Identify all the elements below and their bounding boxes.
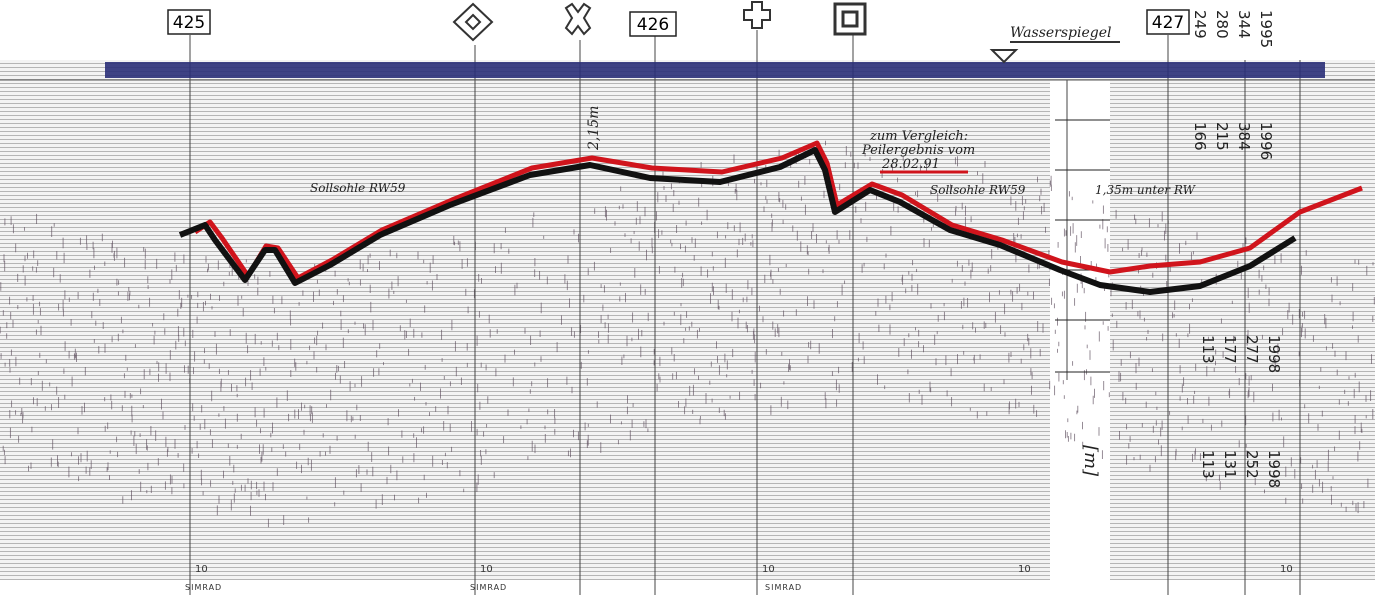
reading-value: 249 bbox=[1191, 10, 1209, 39]
comparison-label: zum Vergleich: bbox=[869, 129, 968, 144]
reading-value: 113 bbox=[1199, 335, 1217, 364]
reading-value: 166 bbox=[1191, 122, 1209, 151]
water-mark bbox=[989, 49, 1019, 64]
readings: 1995344280249199638421516619982771771131… bbox=[1191, 10, 1283, 488]
scale-mark: 10 bbox=[762, 564, 775, 575]
station-label: 426 bbox=[637, 15, 669, 35]
reading-value: 1996 bbox=[1257, 122, 1275, 160]
reading-value: 280 bbox=[1213, 10, 1231, 39]
station-label: 425 bbox=[173, 13, 205, 33]
reading-value: 252 bbox=[1243, 450, 1261, 479]
plus-symbol bbox=[743, 1, 771, 29]
reading-value: 131 bbox=[1221, 450, 1239, 479]
depth-note: 1,35m unter RW bbox=[1095, 183, 1197, 197]
symbols bbox=[452, 1, 1120, 64]
echo-noise bbox=[0, 140, 1375, 528]
scale-strip bbox=[1050, 80, 1110, 580]
square-symbol bbox=[841, 10, 859, 28]
reading-value: 1998 bbox=[1265, 335, 1283, 373]
reading-value: 1998 bbox=[1265, 450, 1283, 488]
recording-paper bbox=[0, 60, 1375, 580]
scale-mark: 10 bbox=[195, 564, 208, 575]
station-label: 427 bbox=[1152, 13, 1184, 33]
reading-value: 177 bbox=[1221, 335, 1239, 364]
footer-label: SIMRAD bbox=[765, 583, 802, 592]
station-box bbox=[1146, 9, 1190, 35]
comparison-profile bbox=[178, 147, 1297, 295]
diamond-symbol bbox=[452, 2, 494, 42]
scale-mark: 10 bbox=[1018, 564, 1031, 575]
station-box bbox=[167, 9, 211, 35]
square-symbol bbox=[833, 2, 867, 36]
footer-label: SIMRAD bbox=[470, 583, 507, 592]
comparison-date: 28.02.91 bbox=[881, 157, 940, 172]
cross-symbol bbox=[564, 2, 592, 36]
scale-marks: 10 10 10 10 10 SIMRAD SIMRAD SIMRAD bbox=[185, 564, 1293, 592]
echo-trace bbox=[0, 140, 1375, 528]
reading-value: 215 bbox=[1213, 122, 1231, 151]
water-level-label: Wasserspiegel bbox=[1010, 25, 1112, 41]
scale-mark: 10 bbox=[480, 564, 493, 575]
reading-value: 277 bbox=[1243, 335, 1261, 364]
unit-label: [m] bbox=[1080, 445, 1101, 477]
depth-label: 2,15m bbox=[586, 106, 602, 151]
reading-value: 113 bbox=[1199, 450, 1217, 479]
reading-value: 1995 bbox=[1257, 10, 1275, 48]
design-bed-label: Sollsohle RW59 bbox=[930, 183, 1026, 197]
comparison-label: Peilergebnis vom bbox=[861, 143, 975, 158]
reading-value: 344 bbox=[1235, 10, 1253, 39]
footer-label: SIMRAD bbox=[185, 583, 222, 592]
design-bed-label: Sollsohle RW59 bbox=[310, 181, 406, 195]
diamond-symbol bbox=[464, 13, 482, 31]
scale-mark: 10 bbox=[1280, 564, 1293, 575]
reading-value: 384 bbox=[1235, 122, 1253, 151]
water-surface bbox=[105, 62, 1325, 78]
station-box bbox=[629, 11, 677, 37]
fix-lines bbox=[189, 30, 1301, 595]
